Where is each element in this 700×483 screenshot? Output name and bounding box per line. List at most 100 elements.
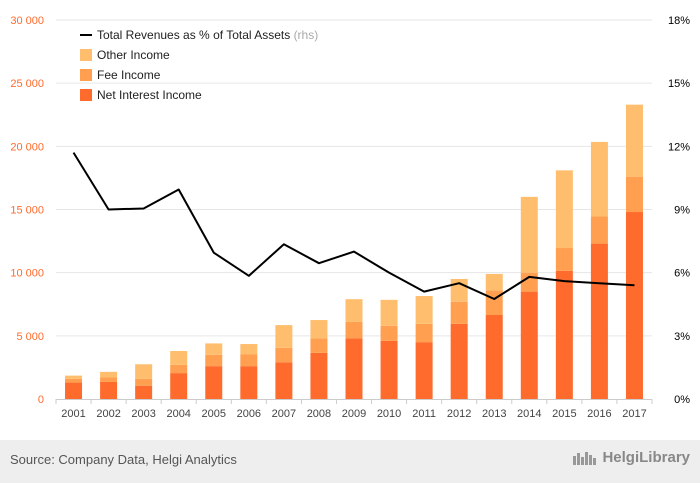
x-tick-label: 2015 <box>552 408 576 420</box>
bar-segment <box>170 373 188 399</box>
bar-segment <box>135 364 153 379</box>
library-logo-icon <box>573 451 597 465</box>
bar-segment <box>205 354 223 367</box>
legend: Total Revenues as % of Total Assets (rhs… <box>80 28 318 102</box>
bar-segment <box>555 170 573 249</box>
bar-segment <box>170 350 188 365</box>
left-tick-label: 10 000 <box>10 268 44 280</box>
x-tick-label: 2001 <box>61 408 85 420</box>
right-tick-label: 12% <box>668 141 690 153</box>
legend-label: Fee Income <box>97 68 161 82</box>
bar-segment <box>310 352 328 399</box>
bar-segment <box>205 366 223 399</box>
bars <box>65 104 643 399</box>
bar-segment <box>625 176 643 213</box>
bar-segment <box>205 343 223 355</box>
x-tick-label: 2003 <box>131 408 155 420</box>
bar-segment <box>415 323 433 343</box>
left-tick-label: 25 000 <box>10 78 44 90</box>
bar-segment <box>275 325 293 348</box>
chart: 0 5 000 10 000 15 000 20 000 25 000 30 000 0% 3… <box>10 15 690 420</box>
bar-segment <box>240 354 258 367</box>
legend-swatch <box>80 89 92 101</box>
bar-segment <box>310 320 328 339</box>
bar-segment <box>135 385 153 399</box>
x-tick-label: 2004 <box>166 408 190 420</box>
bar-segment <box>100 381 118 399</box>
bar-segment <box>450 301 468 324</box>
legend-label: Other Income <box>97 48 170 62</box>
right-tick-label: 9% <box>674 205 690 217</box>
bar-segment <box>100 377 118 382</box>
bar-segment <box>240 344 258 355</box>
bar-segment <box>450 323 468 399</box>
bar-segment <box>240 366 258 399</box>
left-tick-label: 0 <box>38 394 44 406</box>
footer: Source: Company Data, Helgi Analytics He… <box>0 440 700 483</box>
x-axis: 2001 2002 2003 2004 2005 2006 2007 2008 2009 2010… <box>55 399 653 420</box>
legend-swatch <box>80 69 92 81</box>
revenue-ratio-line <box>72 152 635 300</box>
left-axis: 0 5 000 10 000 15 000 20 000 25 000 30 000 <box>10 15 44 406</box>
x-tick-label: 2014 <box>517 408 541 420</box>
bar-segment <box>65 382 83 399</box>
bar-segment <box>170 364 188 374</box>
grid-lines <box>56 19 652 337</box>
bar-segment <box>555 270 573 399</box>
source-text: Source: Company Data, Helgi Analytics <box>10 452 237 467</box>
bar-segment <box>520 291 538 399</box>
x-tick-label: 2005 <box>202 408 226 420</box>
left-tick-label: 15 000 <box>10 205 44 217</box>
x-tick-label: 2011 <box>412 408 436 420</box>
bar-segment <box>380 340 398 399</box>
x-tick-label: 2017 <box>622 408 646 420</box>
bar-segment <box>590 216 608 244</box>
bar-segment <box>135 378 153 386</box>
bar-segment <box>345 338 363 399</box>
right-tick-label: 18% <box>668 15 690 27</box>
bar-segment <box>345 321 363 339</box>
bar-segment <box>310 338 328 353</box>
right-axis: 0% 3% 6% 9% 12% 15% 18% <box>668 15 690 406</box>
bar-segment <box>275 347 293 363</box>
bar-segment <box>380 325 398 341</box>
bar-segment <box>65 375 83 379</box>
right-tick-label: 0% <box>674 394 690 406</box>
bar-segment <box>415 342 433 399</box>
left-tick-label: 5 000 <box>16 331 44 343</box>
right-tick-label: 6% <box>674 268 690 280</box>
bar-segment <box>590 243 608 399</box>
bar-segment <box>590 141 608 217</box>
bar-segment <box>345 299 363 322</box>
line-series-path <box>72 152 635 300</box>
bar-segment <box>485 314 503 399</box>
x-tick-label: 2002 <box>96 408 120 420</box>
bar-segment <box>415 296 433 324</box>
x-tick-label: 2016 <box>587 408 611 420</box>
x-tick-label: 2010 <box>377 408 401 420</box>
x-tick-label: 2006 <box>237 408 261 420</box>
legend-label: Net Interest Income <box>97 88 202 102</box>
legend-rhs-note: (rhs) <box>294 28 319 42</box>
bar-segment <box>520 272 538 292</box>
helgi-library-logo[interactable]: HelgiLibrary <box>572 449 690 466</box>
bar-segment <box>625 212 643 399</box>
bar-segment <box>275 362 293 399</box>
bar-segment <box>520 196 538 273</box>
x-tick-label: 2012 <box>447 408 471 420</box>
bar-segment <box>485 273 503 291</box>
bar-segment <box>380 299 398 326</box>
x-tick-label: 2007 <box>272 408 296 420</box>
legend-label-revenue-ratio: Total Revenues as % of Total Assets (rhs… <box>97 28 318 42</box>
bar-segment <box>100 371 118 378</box>
logo-text: HelgiLibrary <box>602 449 690 466</box>
right-tick-label: 3% <box>674 331 690 343</box>
x-tick-label: 2013 <box>482 408 506 420</box>
x-tick-label: 2009 <box>342 408 366 420</box>
bar-segment <box>485 290 503 315</box>
right-tick-label: 15% <box>668 78 690 90</box>
legend-swatch <box>80 49 92 61</box>
bar-segment <box>65 378 83 383</box>
bar-segment <box>625 104 643 177</box>
bar-segment <box>555 248 573 271</box>
